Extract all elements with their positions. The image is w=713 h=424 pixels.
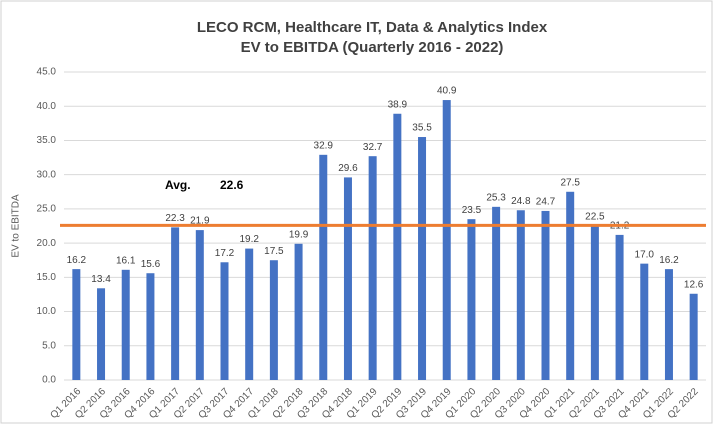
bar [245, 248, 254, 380]
bar [269, 260, 278, 380]
bar [541, 210, 550, 380]
data-label: 29.6 [338, 163, 358, 174]
y-tick-label: 0.0 [42, 375, 56, 386]
bar [566, 191, 575, 380]
data-label: 22.3 [165, 213, 185, 224]
data-label: 12.6 [684, 279, 704, 290]
data-label: 17.0 [635, 249, 655, 260]
bar [121, 269, 130, 380]
bar [368, 156, 377, 380]
data-label: 16.1 [116, 255, 136, 266]
data-label: 13.4 [91, 274, 111, 285]
data-label: 16.2 [659, 255, 679, 266]
bar [97, 288, 106, 380]
bar [418, 137, 427, 380]
data-label: 27.5 [560, 177, 580, 188]
data-label: 21.9 [190, 216, 210, 227]
y-tick-label: 30.0 [37, 169, 57, 180]
data-label: 35.5 [412, 123, 432, 134]
average-value: 22.6 [220, 178, 244, 192]
y-tick-label: 15.0 [37, 272, 57, 283]
average-label: Avg. [165, 178, 191, 192]
bar [492, 206, 501, 380]
bar [640, 263, 649, 380]
bar [72, 269, 81, 380]
data-label: 38.9 [388, 99, 408, 110]
data-label: 19.2 [239, 234, 259, 245]
y-tick-label: 35.0 [37, 135, 57, 146]
data-label: 32.7 [363, 142, 383, 153]
y-tick-label: 5.0 [42, 340, 56, 351]
bar [343, 177, 352, 380]
data-label: 19.9 [289, 229, 309, 240]
bar [442, 100, 451, 380]
data-label: 25.3 [486, 192, 506, 203]
bar [590, 226, 599, 380]
bar [195, 230, 204, 380]
y-tick-label: 25.0 [37, 204, 57, 215]
bar [220, 262, 229, 380]
chart-title: LECO RCM, Healthcare IT, Data & Analytic… [197, 19, 548, 36]
data-label: 24.7 [536, 197, 556, 208]
bar [615, 234, 624, 380]
data-label: 23.5 [462, 205, 482, 216]
bar [516, 210, 525, 380]
bar [146, 273, 155, 380]
data-label: 32.9 [314, 140, 334, 151]
data-label: 22.5 [585, 212, 605, 223]
y-tick-label: 40.0 [37, 101, 57, 112]
y-axis-label: EV to EBITDA [11, 194, 22, 258]
y-tick-label: 45.0 [37, 67, 57, 78]
data-label: 15.6 [141, 259, 161, 270]
y-tick-label: 20.0 [37, 238, 57, 249]
data-label: 17.2 [215, 248, 235, 259]
data-label: 17.5 [264, 246, 284, 257]
bar [171, 227, 180, 380]
data-label: 40.9 [437, 86, 457, 97]
data-label: 24.8 [511, 196, 531, 207]
data-label: 16.2 [67, 255, 87, 266]
bar [664, 269, 673, 380]
chart-subtitle: EV to EBITDA (Quarterly 2016 - 2022) [241, 39, 504, 56]
bar [467, 219, 476, 380]
y-tick-label: 10.0 [37, 306, 57, 317]
bar [689, 293, 698, 380]
bar [393, 113, 402, 381]
bar [319, 154, 328, 380]
bar [294, 243, 303, 380]
